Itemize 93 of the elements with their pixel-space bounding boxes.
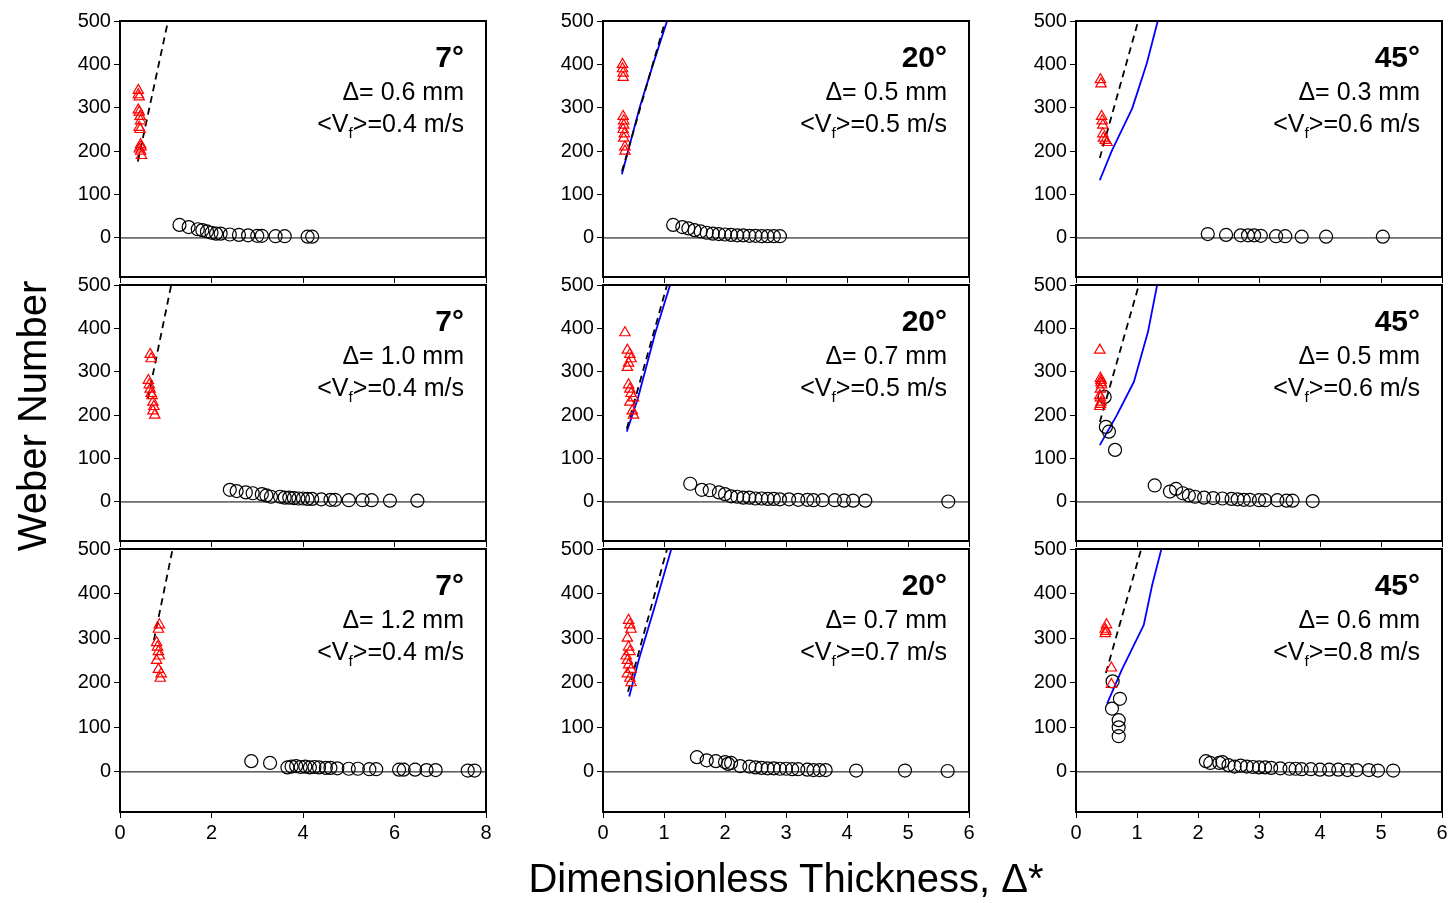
annotation: Δ= 1.0 mm [342, 341, 465, 369]
annotation: 7° [435, 304, 465, 337]
y-tick-label: 200 [560, 670, 594, 693]
x-tick-label: 6 [1436, 820, 1448, 843]
x-tick-label: 2 [205, 820, 218, 843]
y-tick-label: 200 [77, 670, 111, 693]
y-tick-label: 100 [1033, 714, 1067, 737]
annotation: 20° [901, 40, 948, 73]
x-tick-label: 6 [963, 820, 975, 843]
y-tick-label: 300 [560, 95, 594, 118]
y-tick-label: 300 [560, 359, 594, 382]
x-tick-label: 0 [1070, 820, 1082, 843]
y-tick-label: 100 [77, 714, 111, 737]
y-tick-label: 100 [560, 446, 594, 469]
y-tick-label: 100 [560, 714, 594, 737]
y-tick-label: 300 [560, 625, 594, 648]
annotation: 45° [1374, 304, 1421, 337]
y-tick-label: 0 [99, 489, 111, 512]
y-tick-label: 0 [99, 759, 111, 782]
x-tick-label: 1 [658, 820, 670, 843]
x-tick-label: 4 [841, 820, 853, 843]
annotation: 20° [901, 304, 948, 337]
x-tick-label: 5 [1375, 820, 1387, 843]
y-tick-label: 400 [1033, 315, 1067, 338]
y-tick-label: 200 [1033, 138, 1067, 161]
annotation: Δ= 0.7 mm [825, 605, 948, 633]
x-tick-label: 6 [388, 820, 401, 843]
y-tick-label: 500 [1033, 272, 1067, 295]
y-tick-label: 100 [1033, 182, 1067, 205]
annotation: Δ= 0.6 mm [1298, 605, 1421, 633]
y-tick-label: 0 [582, 225, 594, 248]
y-tick-label: 500 [560, 272, 594, 295]
y-tick-label: 200 [1033, 402, 1067, 425]
annotation: 45° [1374, 40, 1421, 73]
x-tick-label: 3 [1253, 820, 1265, 843]
annotation: 20° [901, 568, 948, 601]
y-tick-label: 0 [1055, 225, 1067, 248]
x-tick-label: 0 [114, 820, 126, 843]
y-tick-label: 0 [582, 759, 594, 782]
y-tick-label: 400 [560, 581, 594, 604]
y-tick-label: 400 [77, 51, 111, 74]
y-axis-title: Weber Number [9, 280, 55, 552]
y-tick-label: 400 [77, 581, 111, 604]
y-tick-label: 300 [77, 95, 111, 118]
annotation: Δ= 0.3 mm [1298, 77, 1421, 105]
y-tick-label: 100 [1033, 446, 1067, 469]
y-tick-label: 100 [77, 446, 111, 469]
y-tick-label: 100 [77, 182, 111, 205]
x-tick-label: 3 [780, 820, 792, 843]
y-tick-label: 500 [560, 536, 594, 559]
y-tick-label: 500 [560, 8, 594, 31]
annotation: 7° [435, 568, 465, 601]
y-tick-label: 0 [1055, 489, 1067, 512]
x-tick-label: 4 [297, 820, 309, 843]
y-tick-label: 500 [1033, 8, 1067, 31]
y-tick-label: 200 [560, 138, 594, 161]
y-tick-label: 400 [1033, 581, 1067, 604]
annotation: Δ= 0.5 mm [1298, 341, 1421, 369]
x-axis-title: Dimensionless Thickness, Δ* [528, 856, 1044, 901]
y-tick-label: 400 [77, 315, 111, 338]
annotation: Δ= 0.6 mm [342, 77, 465, 105]
x-tick-label: 2 [719, 820, 731, 843]
y-tick-label: 200 [560, 402, 594, 425]
y-tick-label: 200 [77, 402, 111, 425]
x-tick-label: 1 [1131, 820, 1143, 843]
annotation: 45° [1374, 568, 1421, 601]
annotation: 7° [435, 40, 465, 73]
y-tick-label: 200 [1033, 670, 1067, 693]
y-tick-label: 500 [77, 272, 111, 295]
annotation: Δ= 0.7 mm [825, 341, 948, 369]
x-tick-label: 4 [1314, 820, 1326, 843]
annotation: Δ= 0.5 mm [825, 77, 948, 105]
x-tick-label: 2 [1192, 820, 1204, 843]
y-tick-label: 200 [77, 138, 111, 161]
y-tick-label: 500 [77, 536, 111, 559]
y-tick-label: 500 [1033, 536, 1067, 559]
y-tick-label: 500 [77, 8, 111, 31]
x-tick-label: 0 [597, 820, 609, 843]
y-tick-label: 300 [77, 359, 111, 382]
y-tick-label: 400 [560, 51, 594, 74]
y-tick-label: 300 [1033, 625, 1067, 648]
y-tick-label: 300 [1033, 359, 1067, 382]
y-tick-label: 0 [1055, 759, 1067, 782]
y-tick-label: 300 [1033, 95, 1067, 118]
x-tick-label: 5 [902, 820, 914, 843]
y-tick-label: 300 [77, 625, 111, 648]
y-tick-label: 400 [1033, 51, 1067, 74]
y-tick-label: 0 [99, 225, 111, 248]
x-tick-label: 8 [480, 820, 492, 843]
annotation: Δ= 1.2 mm [342, 605, 465, 633]
y-tick-label: 0 [582, 489, 594, 512]
y-tick-label: 100 [560, 182, 594, 205]
y-tick-label: 400 [560, 315, 594, 338]
